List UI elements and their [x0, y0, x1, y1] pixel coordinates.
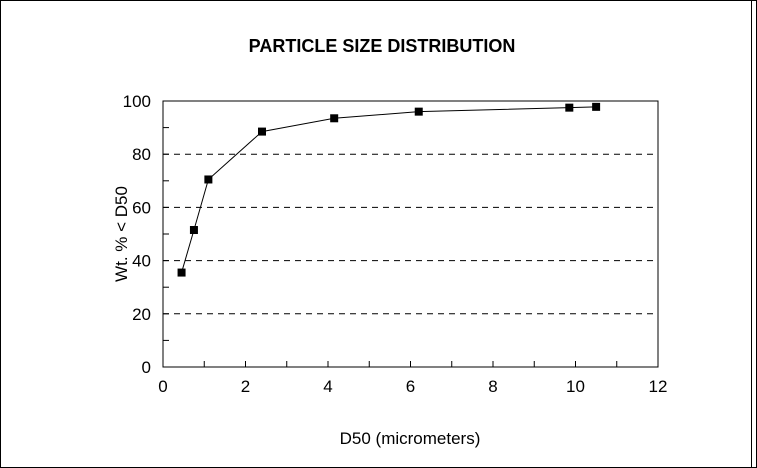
y-axis-label: Wt. % < D50	[112, 186, 131, 282]
y-tick-label: 80	[132, 145, 151, 164]
plot-area	[162, 100, 659, 368]
frame-right-border	[751, 0, 752, 468]
x-tick-label: 4	[323, 377, 332, 396]
x-tick-label: 6	[406, 377, 415, 396]
grid-lines	[163, 153, 658, 315]
chart-title: PARTICLE SIZE DISTRIBUTION	[249, 36, 516, 56]
data-point-marker	[204, 175, 213, 184]
x-tick-label: 10	[566, 377, 585, 396]
data-point-marker	[258, 127, 266, 136]
x-tick-label: 8	[488, 377, 497, 396]
data-point-marker	[177, 268, 186, 277]
x-tick-label: 2	[241, 377, 250, 396]
x-tick-label: 12	[649, 377, 668, 396]
data-point-marker	[330, 114, 339, 123]
x-axis: 0 2 4 6 8 10 12	[158, 361, 667, 396]
data-point-marker	[189, 226, 198, 235]
y-tick-label: 20	[132, 305, 151, 324]
y-tick-label: 100	[123, 92, 151, 111]
series-line	[181, 106, 597, 273]
data-series	[177, 102, 601, 277]
data-point-marker	[414, 107, 423, 116]
x-axis-label: D50 (micrometers)	[340, 429, 481, 448]
y-tick-label: 0	[142, 358, 151, 377]
data-point-marker	[592, 102, 601, 111]
y-tick-label: 40	[132, 252, 151, 271]
y-axis: 0 20 40 60 80 100	[123, 92, 169, 377]
y-tick-label: 60	[132, 198, 151, 217]
data-point-marker	[565, 103, 574, 112]
x-tick-label: 0	[158, 377, 167, 396]
